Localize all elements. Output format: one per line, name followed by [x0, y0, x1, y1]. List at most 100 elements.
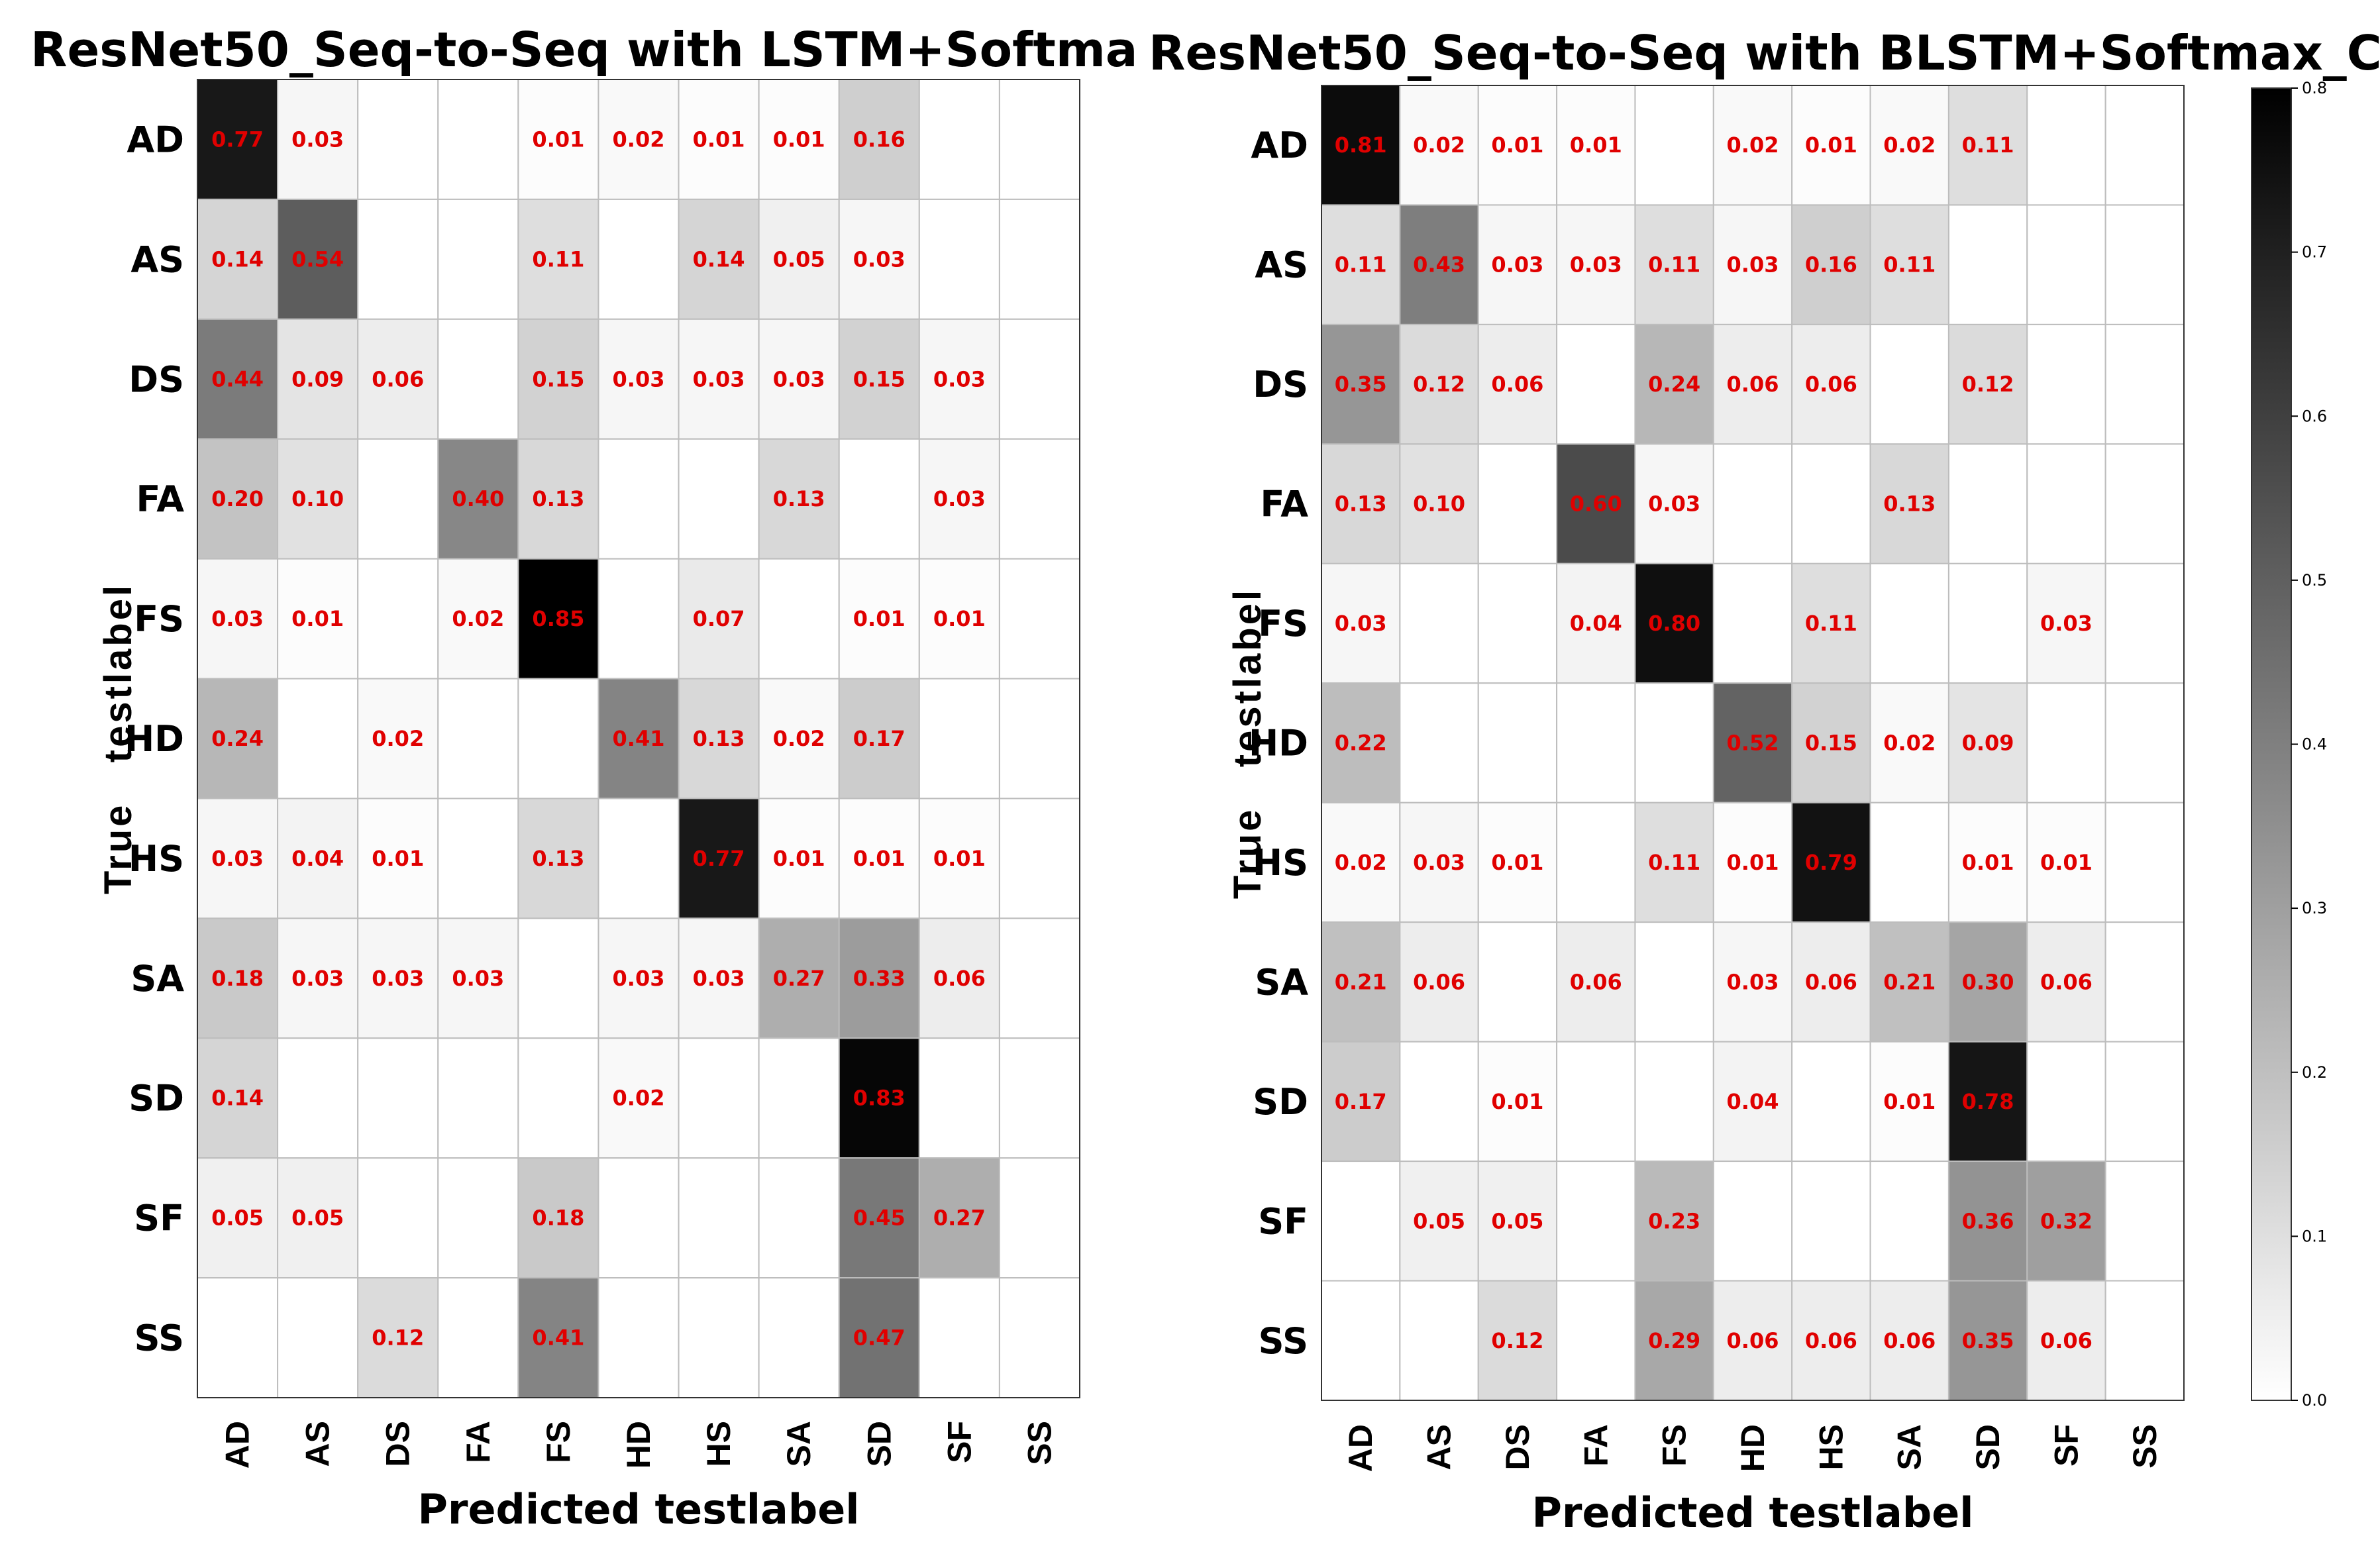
heatmap-cell [678, 438, 760, 560]
heatmap-cell [597, 318, 680, 440]
heatmap-cell [277, 917, 359, 1039]
heatmap-cell [758, 438, 840, 560]
chart-right: ResNet50_Seq-to-Seq with BLSTM+Softmax_C… [1149, 25, 2380, 1537]
row-tick-label: SF [134, 1198, 184, 1239]
cell-value-label: 0.06 [933, 966, 986, 991]
cell-value-label: 0.03 [1570, 252, 1622, 278]
heatmap-cell [678, 1277, 760, 1399]
heatmap-cell [2026, 204, 2106, 325]
cell-value-label: 0.13 [773, 486, 825, 511]
heatmap-cell [758, 1157, 840, 1279]
cell-value-label: 0.03 [211, 846, 264, 871]
heatmap-cell [277, 1037, 359, 1159]
heatmap-cell [437, 79, 519, 200]
chart-left-ylabel: True testlabel [97, 583, 140, 894]
heatmap-cell [2104, 323, 2185, 445]
cell-value-label: 0.02 [372, 726, 424, 751]
colorbar: 0.0 0.1 0.2 0.3 0.4 0.5 0.6 0.7 0.8 [2251, 79, 2327, 1410]
heatmap-cell [1321, 1041, 1401, 1163]
column-tick-label: SS [1021, 1421, 1058, 1465]
heatmap-cell [1399, 443, 1479, 564]
heatmap-cell [1321, 1161, 1401, 1282]
cell-value-label: 0.23 [1648, 1208, 1700, 1233]
cell-value-label: 0.11 [532, 246, 584, 272]
heatmap-cell [2104, 921, 2185, 1043]
heatmap-cell [277, 198, 359, 320]
cell-value-label: 0.01 [1570, 132, 1622, 158]
cell-value-label: 0.81 [1335, 132, 1387, 158]
cell-value-label: 0.03 [613, 966, 665, 991]
cell-value-label: 0.14 [211, 246, 264, 272]
heatmap-cell [597, 438, 680, 560]
cell-value-label: 0.09 [1962, 731, 2014, 756]
column-tick-label: SF [941, 1421, 978, 1463]
colorbar-tick-label: 0.6 [2302, 407, 2327, 425]
cell-value-label: 0.11 [1335, 252, 1387, 278]
chart-left-title: ResNet50_Seq-to-Seq with LSTM+Softmax_Co… [30, 22, 1635, 78]
cell-value-label: 0.06 [1491, 372, 1543, 397]
heatmap-cell [1869, 562, 1949, 684]
heatmap-cell [1712, 921, 1793, 1043]
cell-value-label: 0.40 [452, 486, 504, 511]
heatmap-cell [437, 438, 519, 560]
heatmap-cell [517, 438, 599, 560]
heatmap-cell [1947, 204, 2028, 325]
cell-value-label: 0.11 [1883, 252, 1936, 278]
colorbar-tick-label: 0.2 [2302, 1063, 2327, 1082]
heatmap-cell [357, 438, 439, 560]
cell-value-label: 0.01 [1491, 1089, 1543, 1114]
heatmap-cell [2104, 802, 2185, 923]
column-tick-label: HS [700, 1421, 737, 1467]
cell-value-label: 0.03 [452, 966, 504, 991]
heatmap-cell [1321, 802, 1401, 923]
heatmap-cell [1869, 802, 1949, 923]
heatmap-cell [998, 1037, 1080, 1159]
row-tick-label: SD [129, 1078, 184, 1119]
heatmap-cell [277, 318, 359, 440]
heatmap-cell [197, 798, 279, 919]
row-tick-label: DS [1253, 364, 1308, 405]
column-tick-label: AS [1421, 1424, 1458, 1470]
cell-value-label: 0.01 [1883, 1089, 1936, 1114]
heatmap-cell [197, 1277, 279, 1399]
heatmap-cell [1321, 562, 1401, 684]
cell-value-label: 0.01 [2040, 850, 2093, 875]
cell-value-label: 0.06 [1883, 1328, 1936, 1353]
cell-value-label: 0.27 [933, 1206, 986, 1231]
heatmap-cell [1556, 1280, 1636, 1401]
heatmap-cell [998, 1277, 1080, 1399]
cell-value-label: 0.10 [1413, 492, 1465, 517]
heatmap-cell [1791, 1280, 1871, 1401]
heatmap-cell [277, 678, 359, 800]
heatmap-cell [1556, 802, 1636, 923]
heatmap-cell [998, 438, 1080, 560]
cell-value-label: 0.05 [1491, 1208, 1543, 1233]
heatmap-cell [1321, 682, 1401, 803]
column-tick-label: AD [1342, 1424, 1379, 1472]
heatmap-cell [1556, 1041, 1636, 1163]
cell-value-label: 0.01 [853, 606, 905, 631]
heatmap-cell [437, 198, 519, 320]
heatmap-cell [1556, 443, 1636, 564]
heatmap-cell [2104, 1041, 2185, 1163]
heatmap-cell [918, 798, 1000, 919]
heatmap-cell [597, 1277, 680, 1399]
colorbar-tick-label: 0.1 [2302, 1227, 2327, 1245]
heatmap-cell [918, 79, 1000, 200]
heatmap-cell [758, 1277, 840, 1399]
cell-value-label: 0.06 [2040, 1328, 2093, 1353]
chart-left: ResNet50_Seq-to-Seq with LSTM+Softmax_Co… [30, 22, 1635, 1533]
cell-value-label: 0.11 [1648, 252, 1700, 278]
heatmap-cell [1947, 443, 2028, 564]
heatmap-cell [437, 318, 519, 440]
heatmap-cell [357, 1037, 439, 1159]
heatmap-cell [678, 318, 760, 440]
heatmap-cell [517, 1037, 599, 1159]
cell-value-label: 0.01 [1805, 132, 1857, 158]
cell-value-label: 0.33 [853, 966, 905, 991]
heatmap-cell [517, 198, 599, 320]
heatmap-cell [357, 678, 439, 800]
heatmap-cell [2026, 323, 2106, 445]
heatmap-cell [758, 198, 840, 320]
cell-value-label: 0.03 [693, 366, 745, 391]
